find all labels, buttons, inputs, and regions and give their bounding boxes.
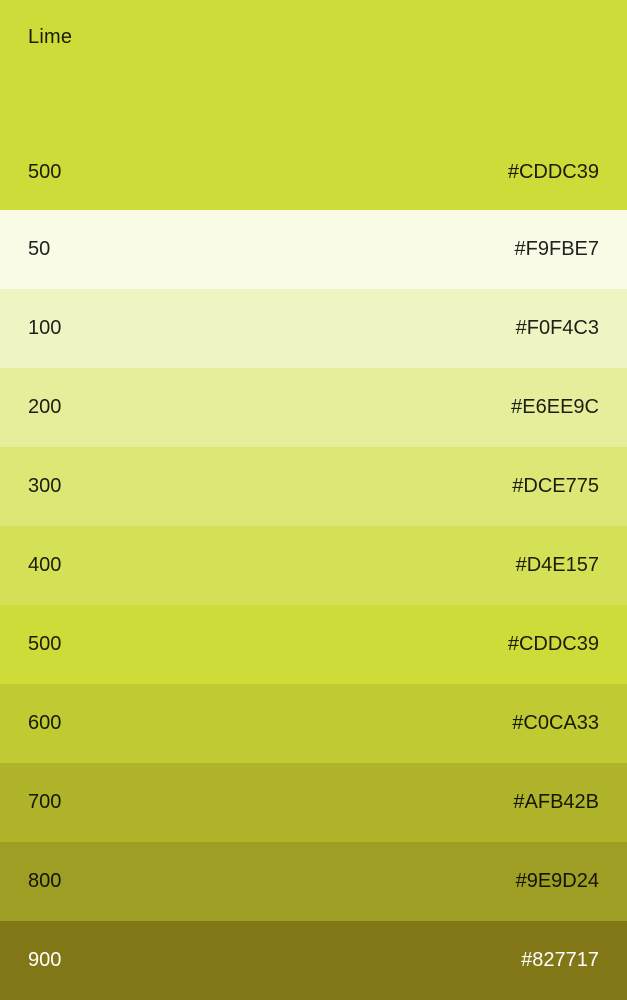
hex-label: #E6EE9C	[511, 396, 599, 418]
shade-label: 800	[28, 870, 62, 892]
color-row[interactable]: 500 #CDDC39	[0, 605, 627, 684]
color-row[interactable]: 700 #AFB42B	[0, 763, 627, 842]
color-row[interactable]: 300 #DCE775	[0, 447, 627, 526]
color-row[interactable]: 50 #F9FBE7	[0, 210, 627, 289]
hex-label: #CDDC39	[507, 633, 599, 655]
shade-label: 200	[28, 396, 62, 418]
hex-label: #F9FBE7	[514, 238, 599, 260]
shade-label: 100	[28, 317, 62, 339]
color-row[interactable]: 100 #F0F4C3	[0, 289, 627, 368]
shade-label: 700	[28, 791, 62, 813]
color-row[interactable]: 900 #827717	[0, 921, 627, 1000]
palette-header-meta: 500 #CDDC39	[28, 161, 599, 184]
shade-label: 400	[28, 554, 62, 576]
hex-label: #F0F4C3	[515, 317, 599, 339]
shade-list: 50 #F9FBE7 100 #F0F4C3 200 #E6EE9C 300 #DCE775 4…	[0, 210, 627, 1000]
hex-label: #DCE775	[512, 475, 599, 497]
color-row[interactable]: 600 #C0CA33	[0, 684, 627, 763]
header-hex-label: #CDDC39	[507, 161, 599, 183]
hex-label: #D4E157	[515, 554, 599, 576]
hex-label: #9E9D24	[515, 870, 599, 892]
hex-label: #827717	[521, 949, 599, 971]
shade-label: 300	[28, 475, 62, 497]
color-row[interactable]: 200 #E6EE9C	[0, 368, 627, 447]
header-shade-label: 500	[28, 161, 62, 183]
shade-label: 50	[28, 238, 51, 260]
hex-label: #AFB42B	[513, 791, 599, 813]
shade-label: 900	[28, 949, 62, 971]
color-row[interactable]: 400 #D4E157	[0, 526, 627, 605]
palette-header: Lime 500 #CDDC39	[0, 0, 627, 210]
hex-label: #C0CA33	[512, 712, 599, 734]
palette-title: Lime	[28, 26, 73, 48]
shade-label: 600	[28, 712, 62, 734]
shade-label: 500	[28, 633, 62, 655]
color-row[interactable]: 800 #9E9D24	[0, 842, 627, 921]
